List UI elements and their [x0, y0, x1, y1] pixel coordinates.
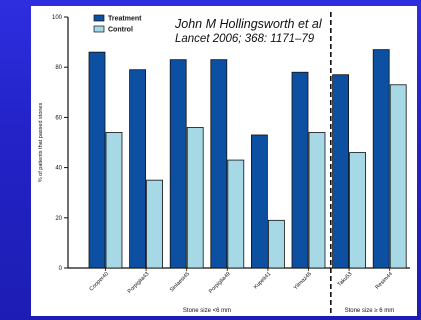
x-tick-label: Porpiglia43 — [127, 271, 151, 295]
y-tick-label: 20 — [55, 216, 62, 222]
bar-treatment-taku53 — [332, 74, 350, 269]
citation-journal: Lancet 2006; 368: 1171–79 — [175, 33, 315, 45]
bar-treatment-yilmaz46 — [291, 71, 309, 269]
x-tick-label: Cooper40 — [89, 271, 110, 292]
group-label-small-stones: Stone size <6 mm — [183, 308, 231, 314]
bar-treatment-cooper40 — [88, 51, 106, 269]
y-tick-label: 40 — [55, 166, 62, 172]
y-axis-title: % of patients that passed stones — [38, 103, 44, 183]
legend-label-control: Control — [108, 27, 133, 34]
bar-control-yilmaz46 — [308, 132, 326, 269]
y-tick-label: 100 — [52, 15, 63, 21]
citation-author: John M Hollingsworth et al — [175, 17, 322, 31]
x-tick-label: Sinlaesi45 — [169, 271, 191, 293]
x-tick-label: Porpiglia49 — [208, 271, 232, 295]
bar-control-cooper40 — [105, 132, 123, 269]
bar-control-kupeli41 — [267, 219, 285, 269]
bar-control-sinlaesi45 — [186, 127, 204, 269]
bar-treatment-sinlaesi45 — [169, 59, 187, 269]
legend-swatch-treatment — [93, 14, 105, 22]
group-label-large-stones: Stone size ≥ 6 mm — [345, 308, 395, 314]
bar-treatment-resim44 — [372, 49, 390, 269]
bar-control-porpiglia49 — [227, 159, 245, 269]
x-tick-label: Taku53 — [337, 271, 354, 288]
bar-treatment-kupeli41 — [250, 134, 268, 269]
bar-control-resim44 — [389, 84, 407, 269]
bar-treatment-porpiglia49 — [210, 59, 228, 269]
bar-control-taku53 — [349, 152, 367, 269]
bar-control-porpiglia43 — [146, 179, 164, 269]
legend-label-treatment: Treatment — [108, 16, 142, 23]
x-tick-label: Yilmaz46 — [293, 271, 313, 291]
x-tick-label: Resim44 — [375, 271, 395, 291]
bar-treatment-porpiglia43 — [129, 69, 147, 269]
x-tick-label: Kupeli41 — [253, 271, 272, 290]
y-tick-label: 60 — [55, 115, 62, 121]
y-tick-label: 0 — [59, 266, 63, 272]
legend-swatch-control — [93, 25, 105, 33]
y-tick-label: 80 — [55, 65, 62, 71]
